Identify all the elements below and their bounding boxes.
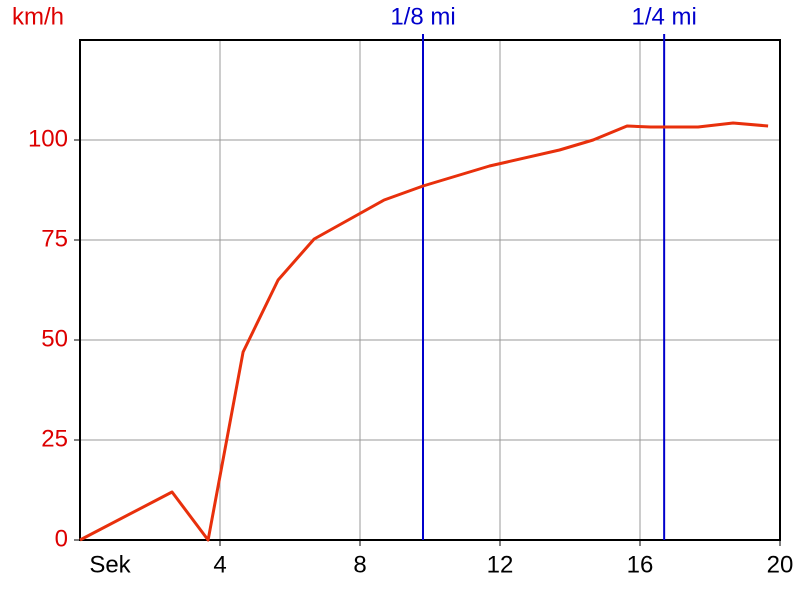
series-line <box>79 121 769 542</box>
distance-marker-label: 1/4 mi <box>631 3 696 30</box>
distance-marker-label: 1/8 mi <box>390 3 455 30</box>
x-axis-label: Sek <box>89 551 131 578</box>
y-axis-label: km/h <box>12 3 64 30</box>
y-tick-label: 50 <box>41 325 68 352</box>
x-tick-label: 20 <box>767 551 794 578</box>
y-tick-label: 0 <box>55 525 68 552</box>
y-tick-label: 75 <box>41 225 68 252</box>
x-tick-label: 4 <box>213 551 226 578</box>
x-tick-label: 8 <box>353 551 366 578</box>
y-tick-label: 100 <box>28 125 68 152</box>
y-tick-label: 25 <box>41 425 68 452</box>
x-tick-label: 16 <box>627 551 654 578</box>
x-tick-label: 12 <box>487 551 514 578</box>
plot-frame <box>79 39 781 541</box>
